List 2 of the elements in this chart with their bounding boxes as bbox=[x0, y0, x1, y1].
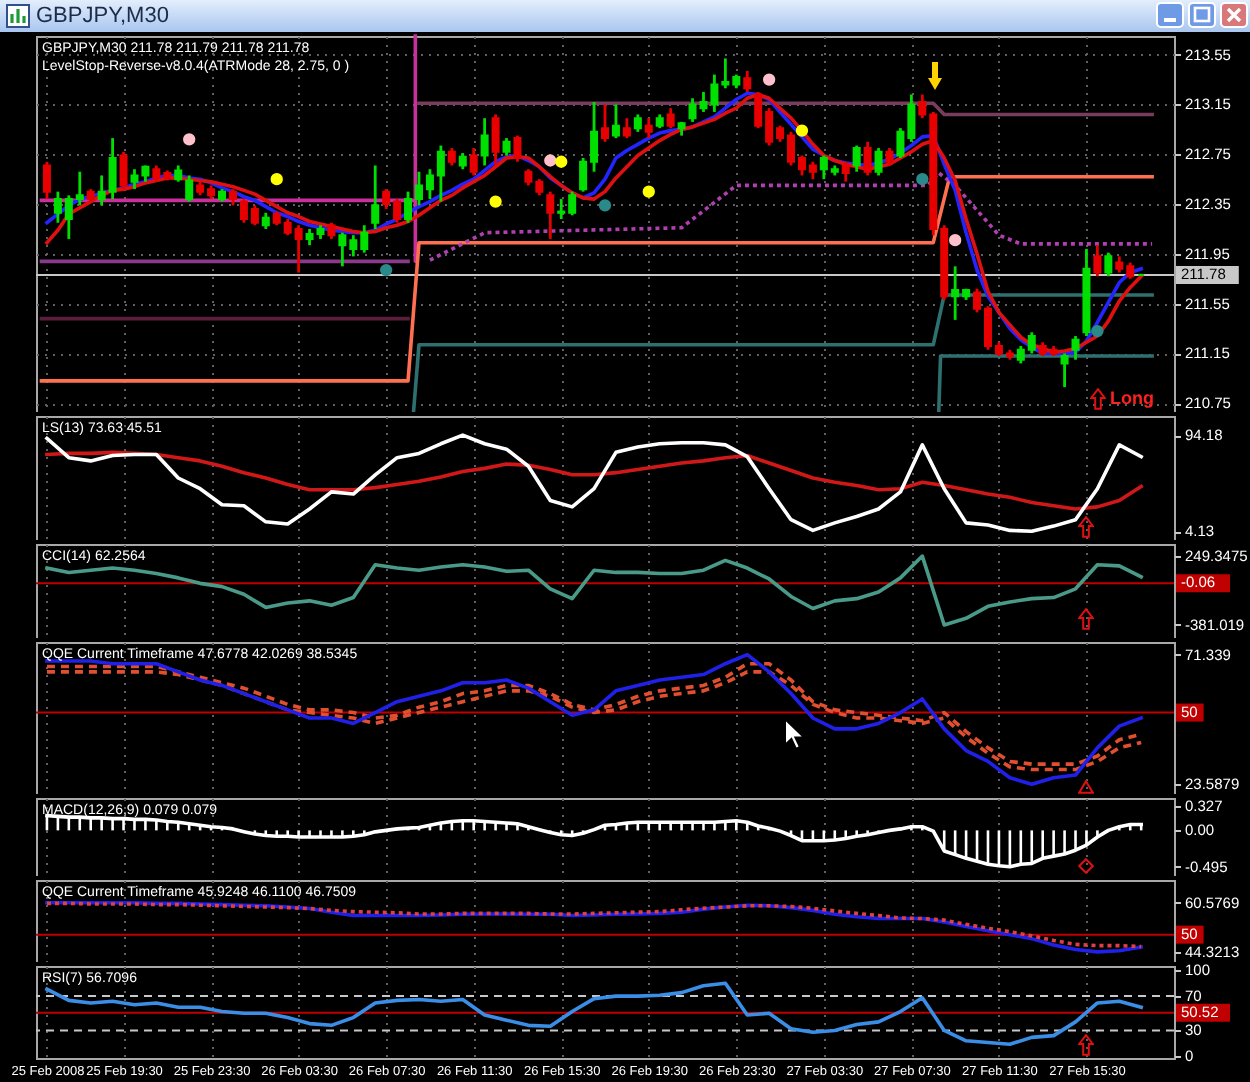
chart-title: GBPJPY,M30 bbox=[36, 2, 169, 30]
annotation: Long bbox=[1110, 388, 1154, 408]
